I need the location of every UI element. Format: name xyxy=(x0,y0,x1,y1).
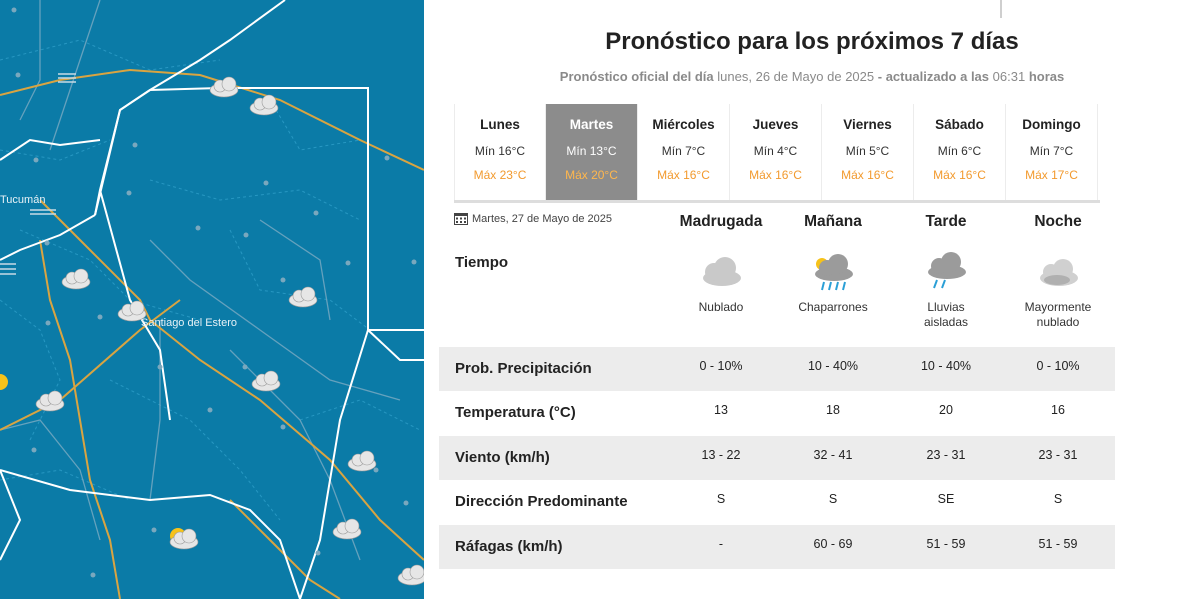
period-manana: Mañana xyxy=(804,213,862,230)
period-tarde: Tarde xyxy=(925,213,967,230)
row-label: Ráfagas (km/h) xyxy=(455,538,563,555)
detail-date-text: Martes, 27 de Mayo de 2025 xyxy=(472,212,613,225)
day-name: Martes xyxy=(569,117,614,132)
day-min: Mín 4°C xyxy=(753,144,798,158)
forecast-subtitle: Pronóstico oficial del día lunes, 26 de … xyxy=(424,69,1200,84)
cloudy-icon xyxy=(703,257,741,286)
day-max: Máx 17°C xyxy=(1025,168,1078,182)
day-min: Mín 7°C xyxy=(661,144,706,158)
weather-manana: Chaparrones xyxy=(773,252,893,315)
weather-label: Mayormente nublado xyxy=(1024,300,1092,329)
row-temperatura: Temperatura (°C) 13 18 20 16 xyxy=(439,391,1115,435)
page-title: Pronóstico para los próximos 7 días xyxy=(605,28,1019,55)
day-tab-sabado[interactable]: Sábado Mín 6°C Máx 16°C xyxy=(914,104,1006,200)
subtitle-date: lunes, 26 de Mayo de 2025 xyxy=(717,69,875,84)
day-tabs: Lunes Mín 16°C Máx 23°C Martes Mín 13°C … xyxy=(454,104,1100,203)
day-max: Máx 23°C xyxy=(473,168,527,182)
detail-date: Martes, 27 de Mayo de 2025 xyxy=(454,212,612,225)
day-name: Lunes xyxy=(480,117,520,132)
row-value: SE xyxy=(937,492,955,506)
row-value: S xyxy=(828,492,838,506)
row-value: 10 - 40% xyxy=(920,359,972,373)
period-noche: Noche xyxy=(1034,213,1082,230)
divider xyxy=(1000,0,1002,18)
day-max: Máx 20°C xyxy=(565,168,618,182)
day-name: Sábado xyxy=(935,117,984,132)
row-value: 23 - 31 xyxy=(926,448,966,462)
subtitle-updated: - actualizado a las xyxy=(877,69,990,84)
row-value: 0 - 10% xyxy=(699,359,743,373)
day-name: Miércoles xyxy=(652,117,715,132)
row-value: 18 xyxy=(826,403,840,417)
row-value: 23 - 31 xyxy=(1038,448,1078,462)
subtitle-time: 06:31 xyxy=(992,69,1026,84)
row-value: S xyxy=(1053,492,1063,506)
map-label-santiago: Santiago del Estero xyxy=(141,317,238,329)
row-label: Dirección Predominante xyxy=(455,493,628,510)
day-min: Mín 6°C xyxy=(937,144,982,158)
weather-label: Chaparrones xyxy=(798,300,868,314)
row-value: 60 - 69 xyxy=(813,537,853,551)
row-label: Temperatura (°C) xyxy=(455,404,576,421)
day-name: Jueves xyxy=(752,117,799,132)
row-value: - xyxy=(718,537,724,551)
weather-map[interactable]: Tucumán Santiago del Estero xyxy=(0,0,427,600)
day-tab-lunes[interactable]: Lunes Mín 16°C Máx 23°C xyxy=(454,104,546,200)
day-min: Mín 13°C xyxy=(566,144,617,158)
day-tab-jueves[interactable]: Jueves Mín 4°C Máx 16°C xyxy=(730,104,822,200)
row-prob-precipitacion: Prob. Precipitación 0 - 10% 10 - 40% 10 … xyxy=(439,347,1115,391)
day-min: Mín 5°C xyxy=(845,144,890,158)
tiempo-label: Tiempo xyxy=(455,254,509,271)
day-tab-miercoles[interactable]: Miércoles Mín 7°C Máx 16°C xyxy=(638,104,730,200)
row-rafagas: Ráfagas (km/h) - 60 - 69 51 - 59 51 - 59 xyxy=(439,525,1115,569)
day-name: Domingo xyxy=(1022,117,1081,132)
row-viento: Viento (km/h) 13 - 22 32 - 41 23 - 31 23… xyxy=(439,436,1115,480)
subtitle-suffix: horas xyxy=(1028,69,1065,84)
row-value: 16 xyxy=(1051,403,1065,417)
day-max: Máx 16°C xyxy=(657,168,710,182)
row-value: 13 xyxy=(714,403,728,417)
row-value: 10 - 40% xyxy=(807,359,859,373)
weather-tarde: Lluvias aisladas xyxy=(886,252,1006,330)
day-max: Máx 16°C xyxy=(749,168,802,182)
row-label: Prob. Precipitación xyxy=(455,360,592,377)
row-value: 13 - 22 xyxy=(701,448,741,462)
weather-label: Nublado xyxy=(698,300,744,314)
forecast-panel: Pronóstico para los próximos 7 días Pron… xyxy=(424,0,1200,599)
weather-madrugada: Nublado xyxy=(661,252,781,315)
row-label: Viento (km/h) xyxy=(455,449,550,466)
day-tab-martes[interactable]: Martes Mín 13°C Máx 20°C xyxy=(546,104,638,200)
map-label-tucuman: Tucumán xyxy=(0,194,46,206)
mostly-cloudy-night-icon xyxy=(1040,259,1078,286)
weather-noche: Mayormente nublado xyxy=(998,252,1118,330)
day-max: Máx 16°C xyxy=(933,168,986,182)
period-madrugada: Madrugada xyxy=(679,213,763,230)
day-tab-domingo[interactable]: Domingo Mín 7°C Máx 17°C xyxy=(1006,104,1098,200)
day-name: Viernes xyxy=(843,117,892,132)
subtitle-prefix: Pronóstico oficial del día xyxy=(559,69,714,84)
row-value: S xyxy=(716,492,726,506)
row-value: 32 - 41 xyxy=(813,448,853,462)
day-tab-viernes[interactable]: Viernes Mín 5°C Máx 16°C xyxy=(822,104,914,200)
day-min: Mín 7°C xyxy=(1029,144,1074,158)
calendar-icon xyxy=(454,213,468,225)
day-max: Máx 16°C xyxy=(841,168,894,182)
weather-label: Lluvias aisladas xyxy=(923,300,969,329)
row-direccion: Dirección Predominante S S SE S xyxy=(439,480,1115,524)
row-value: 20 xyxy=(939,403,953,417)
row-value: 0 - 10% xyxy=(1036,359,1080,373)
row-value: 51 - 59 xyxy=(926,537,966,551)
isolated-rain-icon xyxy=(928,252,966,289)
showers-icon xyxy=(815,254,853,291)
day-min: Mín 16°C xyxy=(474,144,526,158)
row-value: 51 - 59 xyxy=(1038,537,1078,551)
